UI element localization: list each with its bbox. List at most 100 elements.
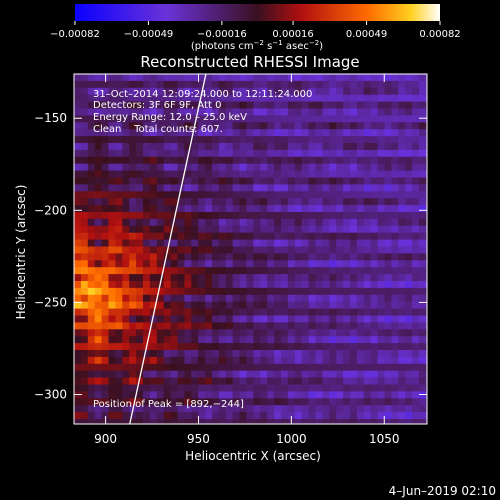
heatmap-cell bbox=[315, 198, 323, 206]
heatmap-cell bbox=[74, 218, 82, 227]
heatmap-cell bbox=[384, 177, 392, 185]
heatmap-cell bbox=[384, 363, 392, 372]
heatmap-cell bbox=[205, 170, 213, 178]
heatmap-cell bbox=[322, 136, 330, 144]
heatmap-cell bbox=[294, 156, 303, 165]
heatmap-cell bbox=[129, 136, 137, 144]
heatmap-cell bbox=[384, 260, 392, 268]
heatmap-cell bbox=[398, 363, 406, 372]
heatmap-cell bbox=[308, 267, 316, 275]
heatmap-cell bbox=[329, 205, 337, 213]
heatmap-cell bbox=[370, 94, 378, 102]
heatmap-cell bbox=[101, 267, 109, 275]
heatmap-cell bbox=[80, 281, 89, 289]
heatmap-cell bbox=[391, 170, 399, 178]
heatmap-cell bbox=[143, 370, 151, 378]
heatmap-cell bbox=[329, 101, 337, 109]
heatmap-cell bbox=[212, 315, 220, 323]
heatmap-cell bbox=[225, 384, 234, 392]
heatmap-cell bbox=[191, 301, 199, 309]
heatmap-cell bbox=[405, 108, 413, 116]
heatmap-cell bbox=[336, 419, 344, 424]
heatmap-cell bbox=[377, 170, 385, 178]
heatmap-cell bbox=[122, 232, 130, 240]
heatmap-cell bbox=[260, 391, 268, 399]
heatmap-cell bbox=[315, 246, 323, 254]
heatmap-cell bbox=[108, 322, 116, 330]
heatmap-cell bbox=[281, 143, 289, 151]
heatmap-cell bbox=[294, 322, 303, 330]
heatmap-cell bbox=[294, 94, 303, 102]
heatmap-cell bbox=[253, 260, 261, 268]
heatmap-cell bbox=[191, 336, 199, 344]
heatmap-cell bbox=[143, 115, 151, 123]
heatmap-cell bbox=[308, 239, 316, 247]
heatmap-cell bbox=[287, 191, 296, 199]
heatmap-cell bbox=[322, 322, 330, 330]
heatmap-cell bbox=[412, 329, 420, 337]
heatmap-cell bbox=[274, 156, 282, 165]
heatmap-cell bbox=[356, 405, 365, 413]
heatmap-cell bbox=[391, 294, 399, 303]
heatmap-cell bbox=[398, 163, 406, 171]
heatmap-cell bbox=[287, 287, 296, 296]
heatmap-cell bbox=[129, 274, 137, 282]
heatmap-cell bbox=[322, 129, 330, 137]
heatmap-cell bbox=[343, 267, 351, 275]
heatmap-cell bbox=[301, 315, 309, 323]
heatmap-cell bbox=[163, 253, 171, 261]
heatmap-cell bbox=[80, 294, 89, 303]
heatmap-cell bbox=[232, 315, 240, 323]
heatmap-cell bbox=[74, 246, 82, 254]
heatmap-cell bbox=[419, 363, 427, 372]
heatmap-cell bbox=[363, 143, 372, 151]
heatmap-cell bbox=[115, 246, 123, 254]
heatmap-cell bbox=[412, 205, 420, 213]
heatmap-cell bbox=[377, 370, 385, 378]
heatmap-cell bbox=[356, 115, 365, 123]
heatmap-cell bbox=[212, 218, 220, 227]
heatmap-cell bbox=[246, 212, 254, 220]
heatmap-cell bbox=[370, 136, 378, 144]
heatmap-cell bbox=[329, 294, 337, 303]
heatmap-cell bbox=[308, 80, 316, 89]
heatmap-cell bbox=[191, 267, 199, 275]
heatmap-cell bbox=[177, 322, 185, 330]
heatmap-cell bbox=[363, 149, 372, 158]
heatmap-cell bbox=[163, 122, 171, 130]
heatmap-cell bbox=[425, 232, 427, 240]
heatmap-cell bbox=[184, 218, 192, 227]
heatmap-cell bbox=[108, 260, 116, 268]
heatmap-cell bbox=[315, 315, 323, 323]
heatmap-cell bbox=[74, 315, 82, 323]
heatmap-cell bbox=[80, 239, 89, 247]
heatmap-cell bbox=[232, 101, 240, 109]
heatmap-cell bbox=[198, 274, 206, 282]
heatmap-cell bbox=[87, 370, 96, 378]
heatmap-cell bbox=[287, 218, 296, 227]
heatmap-cell bbox=[115, 301, 123, 309]
heatmap-cell bbox=[253, 329, 261, 337]
heatmap-cell bbox=[350, 377, 358, 385]
heatmap-cell bbox=[329, 301, 337, 309]
heatmap-cell bbox=[350, 115, 358, 123]
heatmap-cell bbox=[253, 239, 261, 247]
heatmap-cell bbox=[87, 253, 96, 261]
heatmap-cell bbox=[425, 149, 427, 158]
heatmap-cell bbox=[260, 232, 268, 240]
heatmap-cell bbox=[322, 350, 330, 358]
heatmap-cell bbox=[74, 198, 82, 206]
heatmap-cell bbox=[322, 232, 330, 240]
heatmap-cell bbox=[94, 315, 102, 323]
heatmap-cell bbox=[377, 225, 385, 234]
heatmap-cell bbox=[370, 267, 378, 275]
heatmap-cell bbox=[170, 391, 178, 399]
heatmap-cell bbox=[315, 398, 323, 406]
heatmap-cell bbox=[87, 329, 96, 337]
heatmap-cell bbox=[391, 184, 399, 192]
heatmap-cell bbox=[287, 246, 296, 254]
heatmap-cell bbox=[246, 260, 254, 268]
heatmap-cell bbox=[281, 405, 289, 413]
heatmap-cell bbox=[74, 177, 82, 185]
heatmap-cell bbox=[363, 405, 372, 413]
